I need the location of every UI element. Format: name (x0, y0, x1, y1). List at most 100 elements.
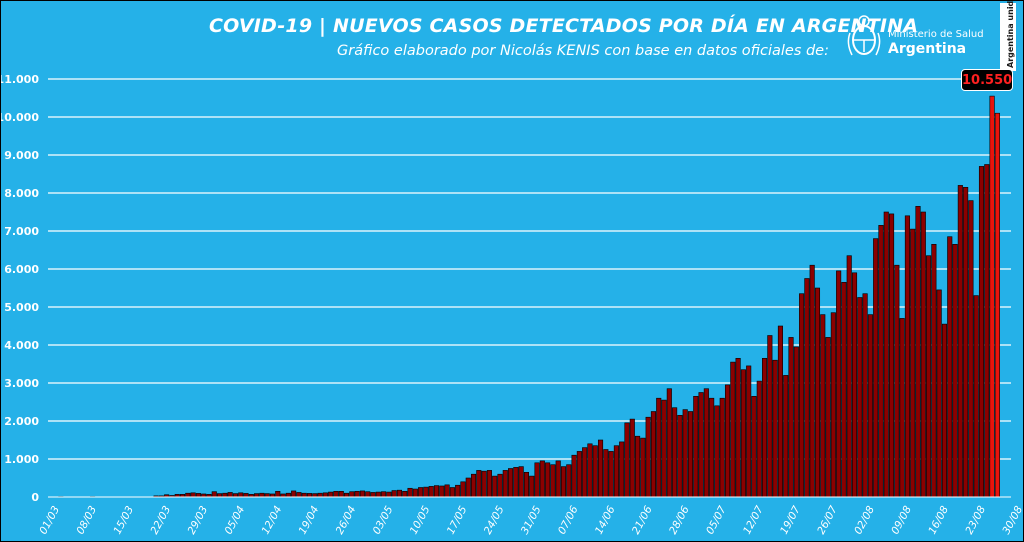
x-tick-label: 24/05 (482, 504, 507, 537)
bar (926, 255, 932, 498)
bar (730, 361, 736, 498)
y-tick-label: 7.000 (4, 225, 39, 238)
bar (677, 414, 683, 498)
bar (672, 407, 678, 498)
bar (841, 281, 847, 498)
bar (709, 397, 715, 498)
bar (312, 493, 318, 498)
bar (539, 460, 545, 498)
y-tick-label: 8.000 (4, 187, 39, 200)
bar (296, 492, 302, 498)
peak-value-callout: 10.550 (961, 69, 1013, 91)
bar (518, 466, 524, 498)
y-tick-label: 9.000 (4, 149, 39, 162)
x-tick-label: 10/05 (408, 504, 433, 537)
bar (698, 392, 704, 498)
bar (978, 166, 985, 498)
bar (232, 493, 238, 498)
x-tick-label: 31/05 (519, 504, 544, 537)
bar (635, 435, 641, 498)
bar (994, 112, 1000, 498)
x-tick-label: 16/08 (926, 504, 951, 537)
bar (793, 346, 799, 498)
bar (513, 467, 519, 498)
bar (613, 445, 619, 498)
y-tick-label: 5.000 (4, 301, 39, 314)
bar (973, 295, 979, 498)
bar (957, 185, 963, 498)
bar (492, 475, 498, 498)
bar (566, 464, 572, 498)
bar (354, 490, 360, 498)
x-tick-label: 03/05 (371, 504, 396, 537)
bar (402, 490, 408, 498)
y-tick-label: 10.000 (1, 111, 39, 124)
bar (476, 470, 482, 498)
bar (306, 493, 313, 498)
x-tick-label: 23/08 (963, 504, 988, 537)
bar (719, 397, 725, 498)
bar (545, 462, 551, 498)
bar (814, 287, 821, 498)
bar (555, 460, 561, 498)
bar (322, 492, 328, 498)
bar (455, 484, 461, 498)
bar (423, 486, 429, 498)
bar (576, 451, 582, 498)
coat-of-arms-icon (847, 15, 881, 56)
bar (291, 490, 297, 498)
bar (301, 492, 307, 498)
bar (645, 416, 651, 498)
bar (275, 490, 281, 498)
bar (359, 490, 365, 498)
bar (571, 454, 577, 498)
bar (883, 211, 889, 498)
bar (608, 451, 614, 498)
y-tick-label: 1.000 (4, 453, 39, 466)
bar (804, 278, 810, 498)
bar (968, 200, 974, 498)
x-tick-label: 26/07 (815, 504, 840, 537)
x-tick-label: 21/06 (630, 504, 655, 537)
bar (762, 357, 768, 498)
bar (746, 365, 752, 498)
bar (460, 481, 466, 498)
bar (391, 490, 397, 498)
bar (661, 399, 667, 498)
ministry-logo: Ministerio de Salud Argentina (844, 11, 984, 65)
bar (264, 493, 270, 498)
bar (851, 272, 858, 498)
bar (952, 244, 958, 498)
peak-value-label: 10.550 (962, 73, 1013, 88)
bar (227, 492, 233, 498)
x-tick-label: 07/06 (556, 504, 581, 537)
x-tick-label: 19/07 (778, 504, 803, 537)
bar (449, 487, 455, 498)
bar (428, 486, 434, 498)
bar (381, 491, 387, 498)
argentina-unida-tag: Argentina unida (1000, 1, 1016, 71)
bar (365, 491, 371, 498)
x-tick-label: 28/06 (667, 504, 692, 537)
bar (846, 255, 852, 498)
bar (703, 388, 709, 498)
bar (285, 492, 291, 498)
bar (878, 225, 884, 498)
bar (433, 485, 440, 498)
bar (328, 491, 334, 498)
bar (920, 211, 926, 498)
x-tick-label: 08/03 (74, 504, 99, 536)
bar (931, 244, 937, 498)
bar (338, 490, 344, 498)
bar (650, 411, 656, 498)
bar (592, 445, 598, 498)
bar (799, 293, 805, 498)
bar (656, 397, 662, 498)
bar (534, 462, 540, 498)
x-tick-label: 15/03 (111, 504, 136, 536)
x-tick-label: 29/03 (185, 504, 210, 536)
bar (508, 468, 514, 498)
bar (693, 395, 699, 498)
bar (740, 369, 746, 498)
